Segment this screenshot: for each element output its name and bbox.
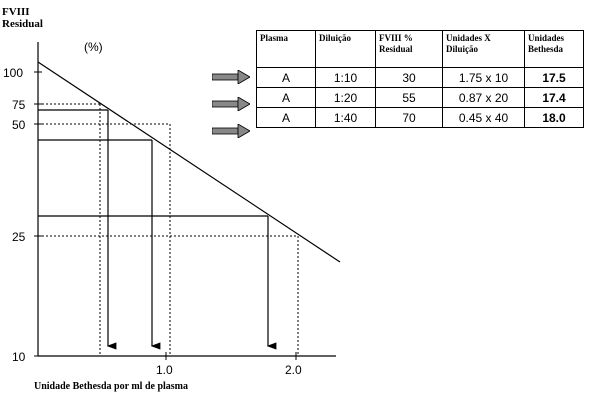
y-tick-label-10: 10 <box>12 350 26 364</box>
y-tick-label-50: 50 <box>12 118 26 132</box>
cell-units-dilution: 1.75 x 10 <box>442 67 525 88</box>
cell-dilution: 1:10 <box>315 67 376 88</box>
x-axis-title: Unidade Bethesda por ml de plasma <box>34 381 189 392</box>
decay-line <box>37 61 341 263</box>
row-arrow-3-icon <box>212 124 250 138</box>
header-units-x-dilution: Unidades X Diluição <box>442 30 525 68</box>
cell-units-dilution: 0.45 x 40 <box>442 107 525 128</box>
y-tick-label-25: 25 <box>12 230 26 244</box>
table-row: A 1:20 55 0.87 x 20 17.4 <box>256 87 584 108</box>
cell-residual: 70 <box>375 107 443 128</box>
y-axis-title-line1: FVIII <box>2 6 30 18</box>
cell-plasma: A <box>256 67 316 88</box>
cell-bethesda: 18.0 <box>524 107 584 128</box>
table-row: A 1:10 30 1.75 x 10 17.5 <box>256 67 584 88</box>
header-bethesda-units: Unidades Bethesda <box>524 30 584 68</box>
x-tick-label-2: 2.0 <box>285 363 302 377</box>
cell-residual: 30 <box>375 67 443 88</box>
y-axis-title-line2: Residual <box>2 18 43 30</box>
row-arrow-2-icon <box>212 97 250 111</box>
cell-bethesda: 17.4 <box>524 87 584 108</box>
y-axis-title: FVIII Residual <box>2 6 43 30</box>
y-axis-unit: (%) <box>84 40 103 54</box>
cell-residual: 55 <box>375 87 443 108</box>
y-tick-label-100: 100 <box>3 66 23 80</box>
header-fviii-residual: FVIII % Residual <box>375 30 443 68</box>
cell-units-dilution: 0.87 x 20 <box>442 87 525 108</box>
table-row: A 1:40 70 0.45 x 40 18.0 <box>256 107 584 128</box>
cell-plasma: A <box>256 107 316 128</box>
row-arrow-1-icon <box>212 70 250 84</box>
results-table: Plasma Diluição FVIII % Residual Unidade… <box>256 30 584 128</box>
cell-dilution: 1:40 <box>315 107 376 128</box>
cell-plasma: A <box>256 87 316 108</box>
cell-dilution: 1:20 <box>315 87 376 108</box>
header-plasma: Plasma <box>256 30 316 68</box>
x-tick-label-1: 1.0 <box>156 363 173 377</box>
cell-bethesda: 17.5 <box>524 67 584 88</box>
y-tick-label-75: 75 <box>12 98 26 112</box>
table-header-row: Plasma Diluição FVIII % Residual Unidade… <box>256 30 584 68</box>
header-dilution: Diluição <box>315 30 376 68</box>
